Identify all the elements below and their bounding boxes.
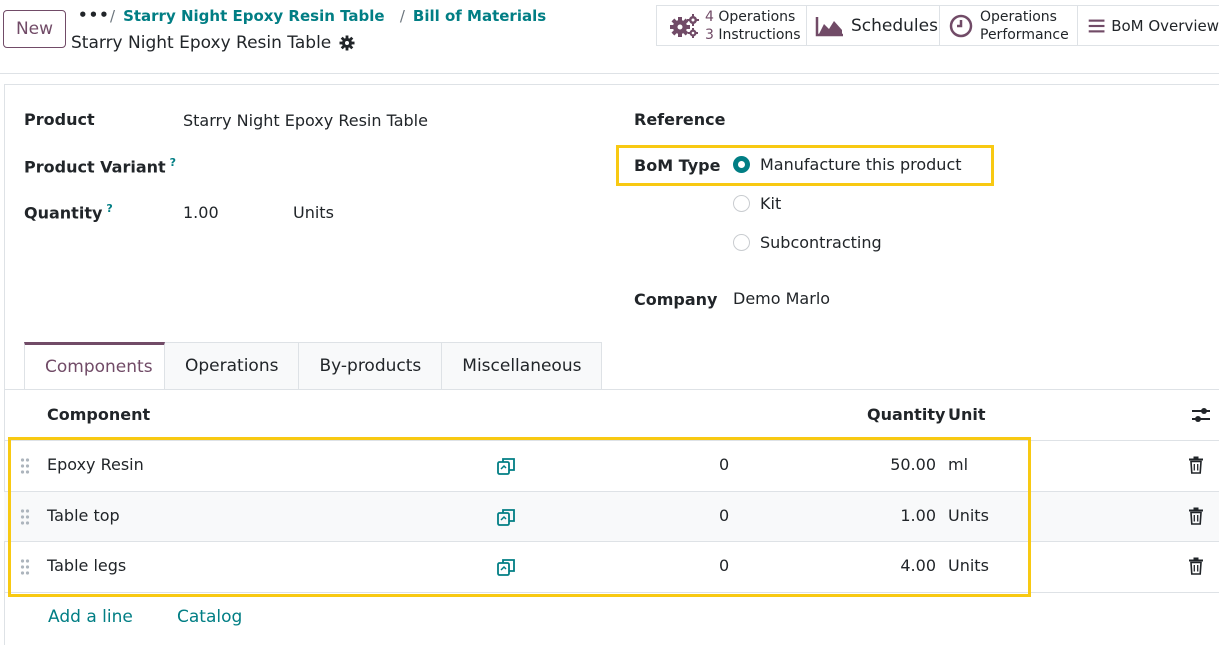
reference-label: Reference <box>634 110 726 129</box>
schedules-label: Schedules <box>851 15 938 36</box>
table-row[interactable]: Epoxy Resin 0 50.00 ml <box>4 440 1219 490</box>
table-bottom-divider <box>4 592 1219 593</box>
performance-label: Operations Performance <box>980 8 1069 44</box>
bom-type-label: BoM Type <box>634 156 721 175</box>
operations-count-label: Operations <box>718 8 796 25</box>
performance-label-line1: Operations <box>980 8 1057 25</box>
tab-components[interactable]: Components <box>24 342 165 390</box>
tab-divider <box>4 389 1219 390</box>
trash-icon[interactable] <box>1188 557 1204 575</box>
bom-overview-label: BoM Overview <box>1111 16 1219 35</box>
record-title-text: Starry Night Epoxy Resin Table <box>71 33 332 53</box>
control-panel: New ••• / Starry Night Epoxy Resin Table … <box>0 0 1219 74</box>
company-field[interactable]: Demo Marlo <box>733 289 831 308</box>
instructions-count-label: Instructions <box>718 26 801 43</box>
component-quantity[interactable]: 50.00 <box>890 455 936 474</box>
tab-miscellaneous[interactable]: Miscellaneous <box>442 342 603 390</box>
availability-value: 0 <box>719 556 730 575</box>
breadcrumb-bom[interactable]: Bill of Materials <box>412 7 547 25</box>
tab-operations[interactable]: Operations <box>165 342 300 390</box>
product-label: Product <box>24 110 95 129</box>
component-quantity[interactable]: 1.00 <box>900 506 936 525</box>
bom-type-highlight <box>616 145 994 186</box>
product-copy-icon[interactable] <box>497 508 515 526</box>
quantity-label: Quantity? <box>24 202 113 222</box>
breadcrumb-product[interactable]: Starry Night Epoxy Resin Table <box>123 7 385 25</box>
drag-handle-icon[interactable] <box>20 559 30 575</box>
add-line-link[interactable]: Add a line <box>48 607 133 627</box>
component-name[interactable]: Epoxy Resin <box>47 455 144 474</box>
component-unit[interactable]: ml <box>948 455 969 474</box>
notebook-tabs: Components Operations By-products Miscel… <box>24 342 603 390</box>
radio-label-subcontracting[interactable]: Subcontracting <box>760 233 882 252</box>
operations-count: 4 <box>705 8 714 25</box>
component-name[interactable]: Table top <box>47 506 120 525</box>
breadcrumb: / Starry Night Epoxy Resin Table / Bill of… <box>108 7 546 25</box>
help-tooltip-icon[interactable]: ? <box>169 156 177 169</box>
trash-icon[interactable] <box>1188 456 1204 474</box>
clock-icon <box>949 14 973 37</box>
component-unit[interactable]: Units <box>948 556 989 575</box>
table-row[interactable]: Table top 0 1.00 Units <box>4 491 1219 541</box>
component-unit[interactable]: Units <box>948 506 989 525</box>
quantity-unit-field[interactable]: Units <box>293 203 334 222</box>
column-header-component[interactable]: Component <box>47 405 151 424</box>
more-actions-icon[interactable]: ••• <box>78 6 110 24</box>
drag-handle-icon[interactable] <box>20 509 30 525</box>
bars-icon <box>1088 19 1105 32</box>
drag-handle-icon[interactable] <box>20 458 30 474</box>
product-copy-icon[interactable] <box>497 457 515 475</box>
quantity-field[interactable]: 1.00 <box>183 203 219 222</box>
cogs-icon <box>670 13 699 38</box>
catalog-link[interactable]: Catalog <box>177 607 243 627</box>
product-variant-label: Product Variant? <box>24 156 176 176</box>
gear-icon[interactable] <box>339 35 355 51</box>
table-row[interactable]: Table legs 0 4.00 Units <box>4 541 1219 591</box>
performance-label-line2: Performance <box>980 26 1069 43</box>
component-quantity[interactable]: 4.00 <box>900 556 936 575</box>
product-copy-icon[interactable] <box>497 558 515 576</box>
optional-columns-icon[interactable] <box>1191 406 1211 424</box>
tab-by-products[interactable]: By-products <box>299 342 443 390</box>
product-variant-label-text: Product Variant <box>24 157 166 177</box>
quantity-label-text: Quantity <box>24 203 103 223</box>
area-chart-icon <box>815 16 843 36</box>
page-title: Starry Night Epoxy Resin Table <box>71 33 355 53</box>
availability-value: 0 <box>719 506 730 525</box>
column-header-unit[interactable]: Unit <box>948 405 986 424</box>
new-button[interactable]: New <box>3 10 66 48</box>
company-label: Company <box>634 290 718 309</box>
instructions-count: 3 <box>705 26 714 43</box>
availability-value: 0 <box>719 455 730 474</box>
breadcrumb-separator: / <box>110 7 116 25</box>
column-header-quantity[interactable]: Quantity <box>867 405 946 424</box>
bom-overview-smart-button[interactable]: BoM Overview <box>1078 5 1219 46</box>
components-highlight <box>8 437 1031 597</box>
radio-subcontracting[interactable] <box>733 234 750 251</box>
component-name[interactable]: Table legs <box>47 556 127 575</box>
trash-icon[interactable] <box>1188 507 1204 525</box>
operations-counts: 4 Operations 3 Instructions <box>705 8 801 44</box>
radio-label-manufacture[interactable]: Manufacture this product <box>760 155 962 174</box>
radio-kit[interactable] <box>733 195 750 212</box>
operations-performance-smart-button[interactable]: Operations Performance <box>940 5 1078 46</box>
schedules-smart-button[interactable]: Schedules <box>807 5 940 46</box>
operations-smart-button[interactable]: 4 Operations 3 Instructions <box>656 5 807 46</box>
product-field[interactable]: Starry Night Epoxy Resin Table <box>183 111 428 130</box>
radio-manufacture[interactable] <box>733 156 750 173</box>
breadcrumb-separator: / <box>399 7 405 25</box>
radio-label-kit[interactable]: Kit <box>760 194 782 213</box>
help-tooltip-icon[interactable]: ? <box>106 202 113 215</box>
